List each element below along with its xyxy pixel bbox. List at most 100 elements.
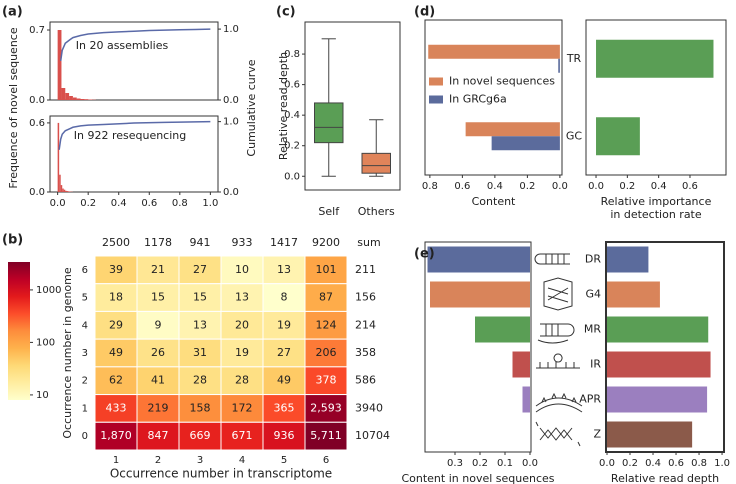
hist-bar [84, 99, 89, 100]
x-tick-label: 0.6 [682, 181, 698, 192]
icon-ir [536, 353, 580, 369]
cell-label: 378 [316, 374, 337, 387]
cell-label: 15 [151, 291, 165, 304]
x-tick-label: 3 [197, 455, 203, 466]
bar [430, 281, 530, 308]
y-tick-label: 1 [82, 403, 88, 414]
cell-label: 29 [109, 318, 123, 331]
category-label: APR [579, 393, 601, 406]
cell-label: 13 [277, 263, 291, 276]
legend-swatch [429, 77, 443, 86]
heatmap-cell [262, 421, 306, 451]
y-axis-label: Relative read depth [277, 52, 290, 160]
x-tick-label: 0.2 [80, 198, 96, 209]
legend-label: In GRCg6a [449, 93, 507, 106]
bar [607, 351, 711, 378]
x-tick-label: 0.6 [668, 458, 684, 469]
plot-frame [424, 19, 563, 176]
x-tick-label: 4 [239, 455, 245, 466]
cell-label: 18 [109, 291, 123, 304]
cell-label: 936 [274, 429, 295, 442]
row-sum: 214 [355, 318, 376, 331]
y-tick-label: 3 [82, 348, 88, 359]
structure-icons [534, 253, 583, 447]
heatmap-cell [136, 394, 180, 423]
hist-bar [59, 174, 61, 192]
hist-bar [57, 30, 62, 100]
cell-label: 9 [155, 318, 162, 331]
y-axis-label: Occurrence number in genome [61, 267, 74, 439]
x-tick-label: 0.8 [172, 198, 188, 209]
category-label: IR [590, 358, 601, 371]
annotation: In 20 assemblies [76, 39, 169, 52]
icon-mr [537, 323, 575, 344]
icon-z [535, 421, 581, 447]
x-tick-label: 0.0 [599, 458, 615, 469]
column-sum: 1178 [144, 236, 172, 249]
heatmap-cell [136, 421, 180, 451]
bar [607, 386, 708, 413]
row-sum: 358 [355, 346, 376, 359]
x-axis-label: Relative read depth [611, 472, 719, 484]
cell-label: 365 [274, 401, 295, 414]
x-tick-label: 0.6 [141, 198, 157, 209]
bar [607, 246, 649, 273]
cell-label: 21 [151, 263, 165, 276]
cell-label: 41 [151, 374, 165, 387]
heatmap-cell [94, 310, 138, 340]
hist-bar [68, 191, 70, 192]
plot-frame [304, 21, 401, 191]
bar [512, 351, 530, 378]
column-sum: 9200 [312, 236, 340, 249]
x-tick-label: 0.3 [447, 458, 463, 469]
bar [607, 316, 709, 343]
bar [491, 136, 560, 151]
heatmap-cell [304, 255, 348, 285]
cell-label: 13 [193, 318, 207, 331]
hist-bar [63, 189, 66, 192]
heatmap-cell [94, 421, 138, 451]
column-sum: 941 [190, 236, 211, 249]
colorbar [8, 262, 30, 400]
x-tick-label: 1.0 [202, 198, 218, 209]
x-tick-label: 0.4 [487, 181, 503, 192]
panel-label: (d) [414, 5, 435, 20]
x-tick-label: 0.6 [454, 181, 470, 192]
row-sum: 586 [355, 374, 376, 387]
cell-label: 433 [106, 401, 127, 414]
cell-label: 28 [193, 374, 207, 387]
cell-label: 39 [109, 263, 123, 276]
cell-label: 62 [109, 374, 123, 387]
cell-label: 2,593 [310, 401, 342, 414]
panel-label: (e) [414, 247, 435, 262]
y-axis-label: Frequence of novel sequence [7, 27, 20, 188]
hist-bar [62, 188, 64, 192]
category-label: DR [585, 253, 601, 266]
icon-apr [535, 392, 583, 413]
y-tick-label: 4 [82, 320, 88, 331]
y-tick-label: 0.0 [29, 95, 45, 106]
cell-label: 87 [319, 291, 333, 304]
x-tick-label: 0.2 [622, 458, 638, 469]
x-axis-label: Content [472, 195, 516, 208]
cell-label: 31 [193, 346, 207, 359]
x-tick-label: 0.0 [50, 198, 66, 209]
cell-label: 101 [316, 263, 337, 276]
x-axis-label: Content in novel sequences [401, 472, 554, 484]
panel-label: (a) [2, 5, 23, 20]
hist-bar [88, 99, 92, 100]
cell-label: 27 [193, 263, 207, 276]
column-sum: 933 [232, 236, 253, 249]
annotation: In 922 resequencing [74, 129, 187, 142]
x-tick-label: 2 [155, 455, 161, 466]
hist-bar [69, 96, 73, 100]
plot-frame [585, 19, 727, 176]
plot-frame [49, 21, 219, 101]
bar [607, 421, 693, 448]
x-tick-label: 0.2 [472, 458, 488, 469]
sum-label: sum [357, 236, 380, 249]
bar [475, 316, 530, 343]
hist-bar [60, 185, 63, 192]
x-tick-label: 0.4 [651, 181, 667, 192]
